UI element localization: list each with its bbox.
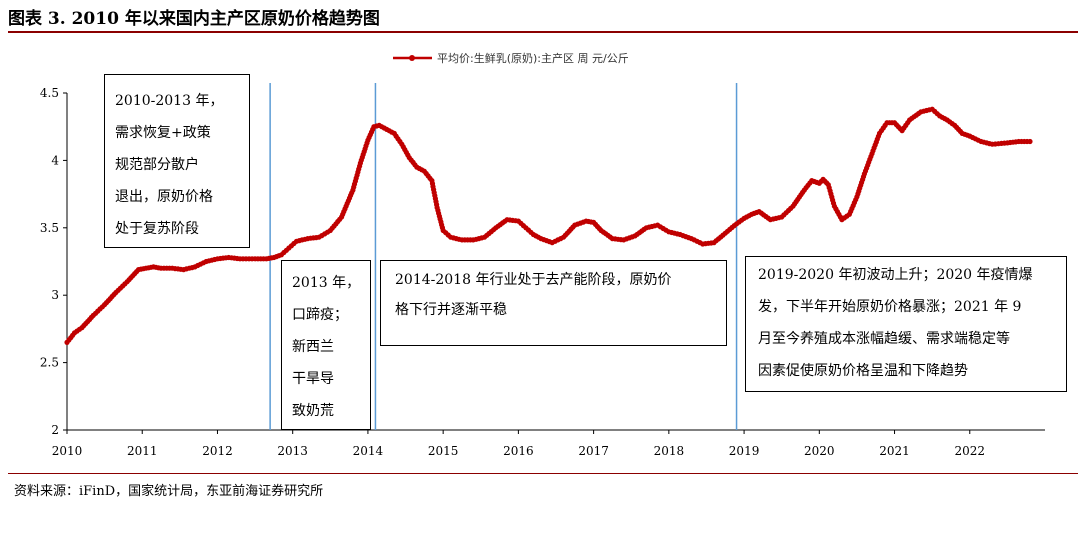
price-series [64, 106, 1033, 345]
annotation-line: 2019-2020 年初波动上升；2020 年疫情爆 [758, 267, 1033, 283]
annotation-line: 月至今养殖成本涨幅趋缓、需求端稳定等 [758, 331, 1010, 347]
data-source: 资料来源：iFinD，国家统计局，东亚前海证券研究所 [14, 484, 324, 499]
legend: 平均价:生鲜乳(原奶):主产区 周 元/公斤 [393, 51, 629, 65]
annotation-line: 致奶荒 [292, 403, 334, 419]
y-tick-label: 3 [51, 288, 59, 302]
annotation-line: 因素促使原奶价格呈温和下降趋势 [758, 363, 968, 379]
x-tick-label: 2017 [578, 444, 609, 458]
x-tick-label: 2020 [804, 444, 835, 458]
x-tick-label: 2021 [879, 444, 910, 458]
x-tick-label: 2016 [503, 444, 534, 458]
annotation-capacity-reduction: 2014-2018 年行业处于去产能阶段，原奶价 格下行并逐渐平稳 [380, 260, 727, 346]
annotation-line: 2014-2018 年行业处于去产能阶段，原奶价 [395, 272, 672, 288]
source-rule [8, 473, 1078, 474]
annotation-recovery-phase: 2010-2013 年， 需求恢复+政策 规范部分散户 退出，原奶价格 处于复苏阶段 [104, 74, 250, 248]
x-tick-label: 2018 [654, 444, 685, 458]
y-tick-label: 3.5 [40, 221, 59, 235]
annotation-line: 发，下半年开始原奶价格暴涨；2021 年 9 [758, 299, 1022, 315]
figure-title: 图表 3. 2010 年以来国内主产区原奶价格趋势图 [8, 9, 380, 29]
annotation-2019-2022: 2019-2020 年初波动上升；2020 年疫情爆 发，下半年开始原奶价格暴涨；… [745, 256, 1067, 392]
annotation-line: 2013 年， [292, 275, 361, 291]
y-tick-label: 4 [51, 153, 59, 167]
x-tick-label: 2012 [202, 444, 233, 458]
x-tick-label: 2022 [954, 444, 985, 458]
legend-swatch-marker [409, 55, 415, 61]
x-tick-label: 2019 [729, 444, 760, 458]
annotation-line: 新西兰 [292, 339, 334, 355]
x-tick-label: 2013 [277, 444, 308, 458]
chart-axes: 2 2.5 3 3.5 4 4.5 2010 2011 2012 2013 2014 2015 2016… [40, 86, 1045, 458]
annotation-line: 口蹄疫； [292, 307, 348, 323]
annotation-2013-shortage: 2013 年， 口蹄疫； 新西兰干旱导致奶荒 [281, 260, 371, 430]
annotation-line: 规范部分散户 [115, 157, 199, 173]
annotation-line: 干旱导 [292, 371, 334, 387]
annotation-line: 需求恢复+政策 [115, 125, 211, 141]
x-tick-label: 2015 [428, 444, 459, 458]
annotation-line: 2010-2013 年， [115, 93, 224, 109]
x-tick-label: 2011 [127, 444, 158, 458]
annotation-line: 格下行并逐渐平稳 [395, 302, 507, 318]
title-rule [8, 31, 1078, 33]
x-tick-label: 2010 [52, 444, 83, 458]
annotation-line: 退出，原奶价格 [115, 189, 213, 205]
annotation-line: 处于复苏阶段 [115, 221, 199, 237]
legend-label: 平均价:生鲜乳(原奶):主产区 周 元/公斤 [437, 51, 629, 65]
x-tick-label: 2014 [353, 444, 384, 458]
y-tick-label: 2.5 [40, 356, 59, 370]
price-data-point [1027, 138, 1033, 145]
y-tick-label: 2 [51, 423, 59, 437]
y-tick-label: 4.5 [40, 86, 59, 100]
